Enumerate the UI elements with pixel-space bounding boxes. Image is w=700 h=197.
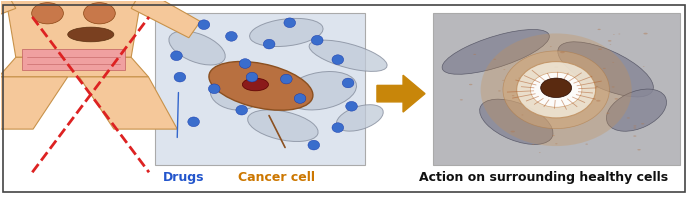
- Ellipse shape: [198, 20, 210, 30]
- Ellipse shape: [643, 33, 648, 34]
- Ellipse shape: [503, 51, 610, 129]
- Ellipse shape: [174, 72, 186, 82]
- Ellipse shape: [248, 110, 318, 141]
- Polygon shape: [4, 0, 143, 57]
- Ellipse shape: [552, 135, 554, 136]
- Ellipse shape: [473, 54, 476, 55]
- Ellipse shape: [209, 84, 220, 94]
- Ellipse shape: [615, 98, 618, 100]
- Ellipse shape: [517, 62, 596, 118]
- Ellipse shape: [284, 18, 295, 28]
- Ellipse shape: [560, 51, 565, 53]
- Ellipse shape: [68, 27, 114, 42]
- Ellipse shape: [532, 144, 535, 145]
- Ellipse shape: [612, 62, 614, 63]
- Ellipse shape: [309, 40, 387, 71]
- Ellipse shape: [641, 123, 644, 125]
- Ellipse shape: [522, 114, 524, 115]
- Ellipse shape: [554, 66, 558, 68]
- Polygon shape: [79, 77, 177, 129]
- Ellipse shape: [502, 80, 504, 81]
- Ellipse shape: [346, 101, 358, 111]
- Ellipse shape: [246, 72, 258, 82]
- Ellipse shape: [236, 105, 248, 115]
- Ellipse shape: [518, 78, 521, 79]
- Ellipse shape: [498, 90, 500, 91]
- Text: Drugs: Drugs: [162, 171, 204, 184]
- Polygon shape: [131, 0, 200, 38]
- Ellipse shape: [294, 94, 306, 103]
- Ellipse shape: [585, 106, 588, 107]
- Ellipse shape: [540, 78, 572, 98]
- Ellipse shape: [512, 95, 514, 96]
- Ellipse shape: [342, 78, 354, 88]
- Ellipse shape: [188, 117, 200, 127]
- Ellipse shape: [225, 32, 237, 41]
- Ellipse shape: [531, 72, 582, 107]
- Ellipse shape: [643, 66, 645, 67]
- Ellipse shape: [598, 48, 602, 50]
- Ellipse shape: [606, 112, 610, 114]
- Ellipse shape: [538, 96, 542, 97]
- Ellipse shape: [603, 68, 606, 69]
- Ellipse shape: [480, 99, 553, 144]
- Polygon shape: [22, 49, 125, 70]
- Ellipse shape: [626, 117, 630, 119]
- Ellipse shape: [332, 55, 344, 64]
- Ellipse shape: [539, 152, 540, 153]
- Ellipse shape: [32, 3, 64, 24]
- Ellipse shape: [460, 99, 463, 100]
- Ellipse shape: [239, 59, 251, 68]
- Polygon shape: [0, 57, 148, 77]
- Ellipse shape: [598, 29, 601, 30]
- FancyBboxPatch shape: [155, 13, 365, 164]
- Ellipse shape: [634, 127, 636, 128]
- Ellipse shape: [211, 79, 259, 110]
- Ellipse shape: [469, 84, 472, 85]
- Ellipse shape: [169, 31, 225, 65]
- Text: Action on surrounding healthy cells: Action on surrounding healthy cells: [419, 171, 668, 184]
- FancyArrow shape: [377, 75, 425, 112]
- Ellipse shape: [558, 42, 653, 97]
- Ellipse shape: [550, 46, 552, 47]
- Ellipse shape: [550, 106, 554, 108]
- Ellipse shape: [606, 89, 666, 131]
- Ellipse shape: [596, 100, 601, 102]
- Ellipse shape: [634, 135, 636, 137]
- Ellipse shape: [242, 78, 269, 91]
- Ellipse shape: [308, 140, 320, 150]
- Ellipse shape: [637, 149, 640, 151]
- FancyBboxPatch shape: [433, 13, 680, 164]
- Ellipse shape: [83, 3, 116, 24]
- Ellipse shape: [540, 72, 544, 73]
- Ellipse shape: [594, 86, 598, 87]
- Ellipse shape: [510, 131, 515, 132]
- Ellipse shape: [610, 44, 611, 45]
- Ellipse shape: [442, 30, 550, 74]
- Ellipse shape: [612, 86, 615, 87]
- Ellipse shape: [634, 125, 636, 126]
- Ellipse shape: [332, 123, 344, 133]
- Ellipse shape: [613, 34, 615, 35]
- Ellipse shape: [481, 33, 631, 146]
- Ellipse shape: [285, 72, 356, 110]
- Ellipse shape: [312, 35, 323, 45]
- Ellipse shape: [585, 144, 588, 145]
- Ellipse shape: [263, 39, 275, 49]
- Ellipse shape: [209, 61, 313, 110]
- Ellipse shape: [517, 94, 522, 95]
- Ellipse shape: [503, 69, 505, 70]
- Ellipse shape: [555, 143, 557, 144]
- Text: Cancer cell: Cancer cell: [237, 171, 314, 184]
- Ellipse shape: [494, 59, 496, 60]
- Ellipse shape: [281, 74, 292, 84]
- Ellipse shape: [336, 105, 384, 131]
- Polygon shape: [0, 77, 68, 129]
- Polygon shape: [0, 0, 16, 34]
- Ellipse shape: [250, 18, 323, 46]
- Ellipse shape: [608, 40, 612, 42]
- Ellipse shape: [171, 51, 182, 61]
